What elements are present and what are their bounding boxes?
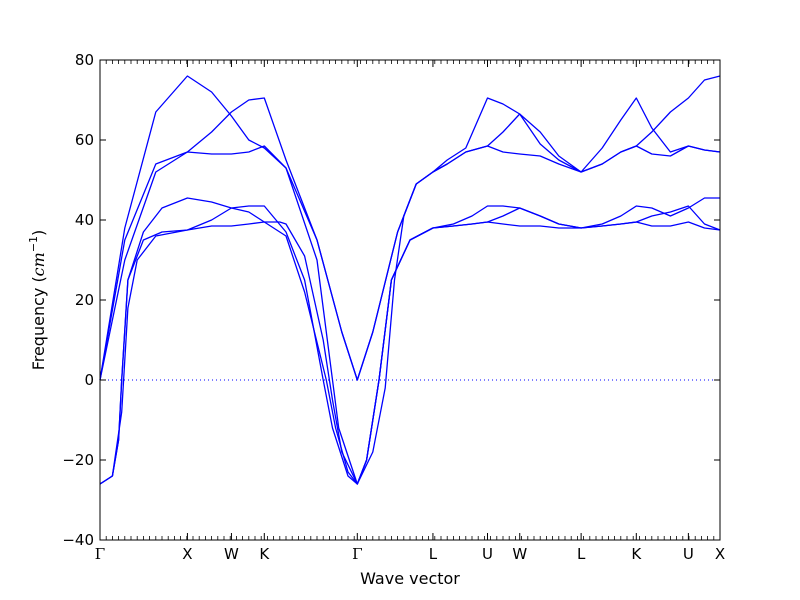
x-tick-label: K [631,545,642,563]
plot-frame [99,59,721,541]
y-tick-label: −40 [62,531,94,549]
x-tick-label: Γ [352,545,362,563]
x-tick-label: U [683,545,694,563]
y-tick-label: 60 [75,131,94,149]
y-tick-label: 80 [75,51,94,69]
y-axis-label: Frequency (cm−1) [27,230,48,371]
x-tick-label: L [429,545,438,563]
series-group [99,75,721,485]
y-axis-label-main: Frequency ( [29,276,48,370]
y-tick-label: −20 [62,451,94,469]
y-axis-label-exponent: −1 [27,236,40,252]
dispersion-branch-5 [99,205,721,485]
x-tick-label: W [224,545,239,563]
x-axis-label: Wave vector [360,569,460,588]
x-tick-label: X [182,545,192,563]
dispersion-branch-6 [99,205,721,485]
x-tick-label: K [259,545,270,563]
x-tick-label: X [715,545,725,563]
ticks-group [99,59,721,541]
x-tick-label: U [482,545,493,563]
dispersion-branch-3 [99,145,721,485]
labels-group: −40 −20 0 20 40 60 80 Γ X W K Γ L U W L K U X [62,51,725,563]
x-tick-label: W [512,545,527,563]
y-tick-label: 40 [75,211,94,229]
y-axis-label-unit: cm [29,252,48,276]
x-tick-label: L [577,545,586,563]
y-tick-label: 20 [75,291,94,309]
x-tick-label: Γ [95,545,105,563]
y-tick-label: 0 [84,371,94,389]
y-axis-label-close: ) [29,230,48,236]
dispersion-branch-1 [99,75,721,381]
